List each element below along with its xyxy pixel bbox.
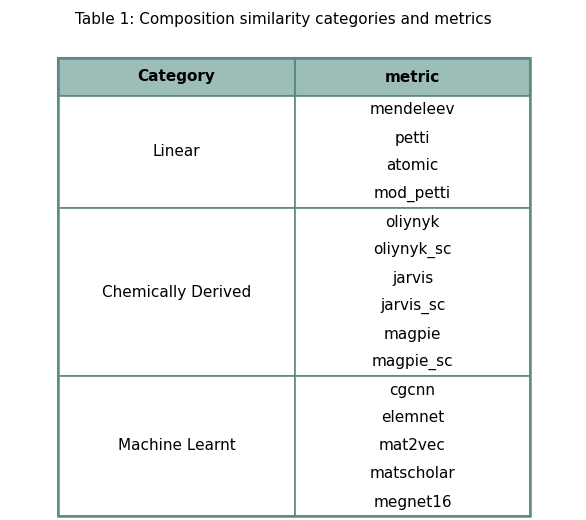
Text: mendeleev: mendeleev bbox=[370, 102, 455, 118]
Text: oliynyk_sc: oliynyk_sc bbox=[373, 242, 452, 258]
Text: magpie: magpie bbox=[384, 327, 441, 342]
Text: megnet16: megnet16 bbox=[373, 495, 452, 510]
Text: Chemically Derived: Chemically Derived bbox=[102, 284, 251, 300]
Bar bbox=[58, 58, 530, 96]
Text: Linear: Linear bbox=[153, 145, 200, 160]
Text: mat2vec: mat2vec bbox=[379, 438, 446, 453]
Bar bbox=[58, 376, 295, 516]
Bar bbox=[58, 208, 295, 376]
Bar bbox=[295, 208, 530, 376]
Text: metric: metric bbox=[385, 70, 440, 84]
Text: Category: Category bbox=[138, 70, 216, 84]
Text: Table 1: Composition similarity categories and metrics: Table 1: Composition similarity categori… bbox=[74, 12, 492, 27]
Text: Machine Learnt: Machine Learnt bbox=[118, 438, 236, 453]
Bar bbox=[295, 96, 530, 208]
Bar bbox=[58, 96, 295, 208]
Text: atomic: atomic bbox=[386, 159, 439, 174]
Bar bbox=[295, 376, 530, 516]
Text: oliynyk: oliynyk bbox=[386, 214, 440, 229]
Text: cgcnn: cgcnn bbox=[390, 383, 435, 397]
Text: jarvis_sc: jarvis_sc bbox=[380, 298, 445, 314]
Bar bbox=[58, 58, 530, 516]
Text: magpie_sc: magpie_sc bbox=[372, 354, 454, 370]
Text: jarvis: jarvis bbox=[392, 270, 433, 285]
Text: matscholar: matscholar bbox=[370, 466, 455, 482]
Text: petti: petti bbox=[395, 131, 430, 146]
Text: elemnet: elemnet bbox=[381, 410, 444, 425]
Text: mod_petti: mod_petti bbox=[374, 186, 451, 202]
